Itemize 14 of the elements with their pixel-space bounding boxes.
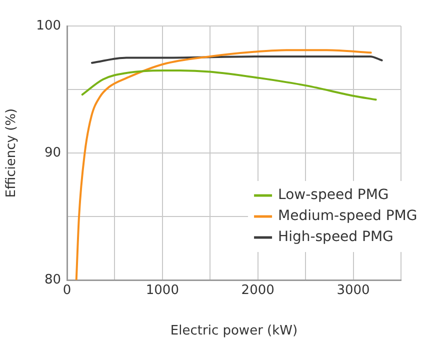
y-tick-label: 100 — [36, 18, 61, 34]
x-tick-label: 1000 — [146, 283, 179, 298]
x-tick-label: 0 — [62, 283, 72, 298]
y-axis-title: Efficiency (%) — [4, 108, 20, 198]
y-tick-label: 90 — [44, 145, 61, 160]
x-axis-title: Electric power (kW) — [170, 324, 298, 339]
x-tick-label: 3000 — [336, 283, 370, 298]
line-series — [91, 55, 383, 64]
x-tick-label: 2000 — [241, 283, 274, 298]
legend-label: High-speed PMG — [278, 229, 394, 246]
line-series — [81, 69, 377, 101]
legend-label: Medium-speed PMG — [278, 208, 418, 224]
legend-label: Low-speed PMG — [278, 187, 389, 204]
y-tick-label: 80 — [44, 272, 61, 288]
